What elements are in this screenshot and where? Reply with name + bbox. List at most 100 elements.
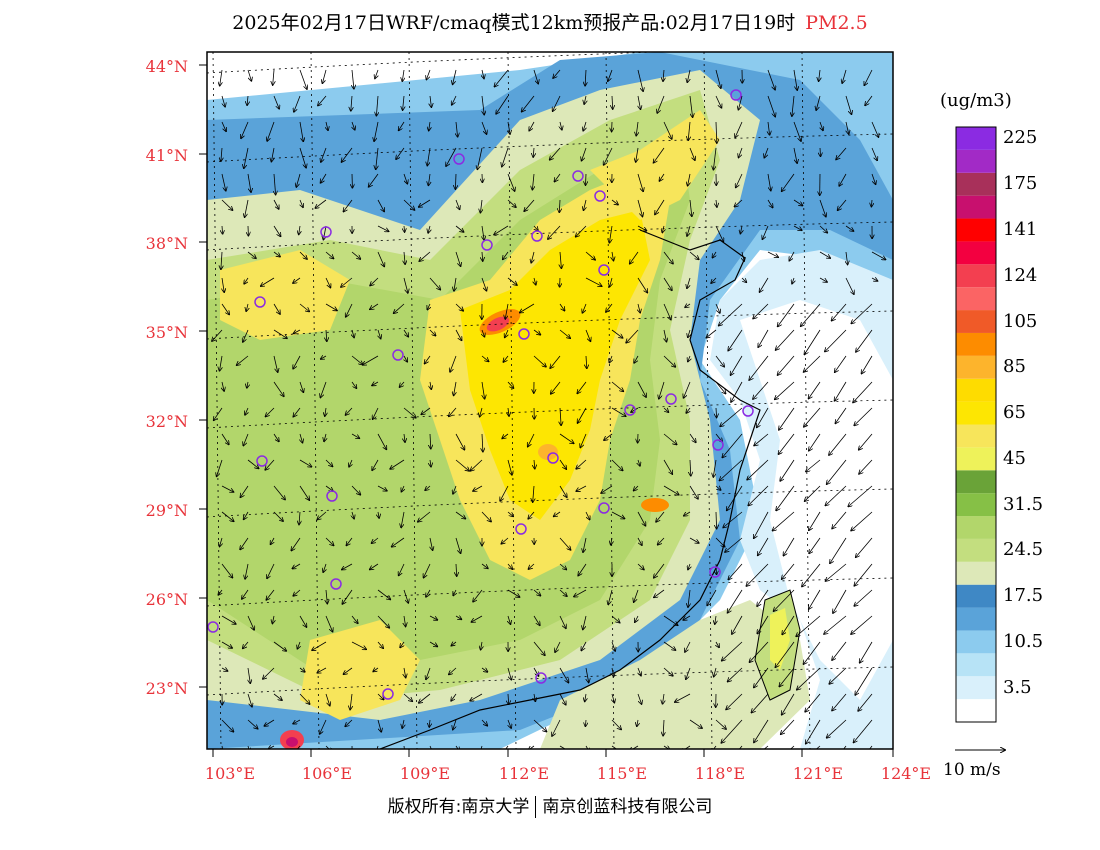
wind-arrow (221, 147, 222, 161)
wind-arrow (585, 719, 586, 726)
wind-arrow (247, 95, 248, 105)
wind-arrow (727, 485, 743, 510)
wind-arrow (403, 589, 408, 603)
wind-arrow (858, 693, 873, 711)
colorbar-bin (956, 561, 996, 585)
wind-arrow (637, 199, 643, 217)
wind-arrow (754, 719, 769, 742)
colorbar-bin (956, 584, 996, 608)
wind-arrow (871, 121, 879, 137)
wind-arrow (528, 433, 535, 447)
wind-arrow (760, 277, 769, 292)
wind-arrow (554, 173, 561, 182)
wind-arrow (377, 693, 384, 700)
wind-arrow (604, 433, 613, 440)
wind-arrow (477, 147, 483, 169)
wind-arrow (221, 615, 236, 624)
wind-arrow (585, 251, 595, 260)
city-marker (598, 264, 610, 276)
wind-arrow (343, 199, 353, 212)
wind-arrow (221, 433, 229, 445)
wind-arrow (851, 615, 873, 634)
wind-arrow (793, 225, 802, 230)
lat-label: 38°N (145, 234, 188, 253)
city-markers (207, 89, 754, 700)
wind-arrow (768, 121, 770, 135)
wind-arrow (377, 485, 387, 491)
wind-arrow (505, 745, 509, 749)
city-marker (547, 452, 559, 464)
wind-arrow (779, 407, 795, 430)
wind-arrow (508, 615, 511, 624)
wind-arrow (370, 563, 379, 570)
wind-arrow (377, 615, 389, 628)
wind-arrow (273, 641, 286, 651)
city-marker (535, 672, 547, 684)
wind-arrow (296, 173, 301, 187)
wind-arrow (552, 719, 561, 736)
wind-arrow (446, 147, 457, 166)
wind-arrow (637, 69, 643, 91)
wind-arrow (524, 199, 535, 211)
lat-label: 35°N (145, 323, 188, 342)
wind-arrow (871, 278, 878, 281)
wind-arrow (767, 173, 771, 191)
city-marker (594, 190, 606, 202)
wind-arrow (688, 355, 690, 362)
wind-arrow (753, 303, 769, 319)
wind-arrow (473, 485, 483, 491)
wind-arrow (351, 641, 366, 649)
wind-arrow (222, 381, 224, 391)
wind-arrow (273, 693, 282, 700)
wind-arrow (757, 589, 769, 606)
longitude-line (408, 52, 418, 749)
longitude-line (310, 52, 320, 749)
wind-arrow (221, 95, 225, 107)
wind-arrow (377, 719, 381, 732)
wind-arrow (507, 199, 516, 207)
wind-arrow (424, 563, 431, 578)
wind-arrow (689, 719, 702, 728)
wind-arrow (612, 641, 615, 651)
wind-arrow (325, 693, 330, 706)
wind-arrow (757, 615, 769, 634)
wind-arrow (454, 381, 456, 396)
wind-arrow (351, 615, 358, 623)
wind-arrow (637, 563, 644, 570)
wind-arrow (637, 173, 643, 191)
wind-arrow (871, 173, 876, 184)
wind-arrow (663, 641, 676, 650)
colorbar-bin (956, 378, 996, 402)
wind-arrow (715, 486, 721, 490)
wind-arrow (533, 589, 541, 596)
wind-arrow (429, 745, 432, 749)
wind-arrow (221, 641, 232, 648)
wind-arrow (293, 719, 301, 724)
city-marker (598, 502, 610, 514)
wind-arrow (320, 381, 327, 398)
wind-arrow (715, 355, 724, 367)
colorbar-tick-label: 3.5 (1003, 676, 1032, 698)
wind-arrow (829, 433, 847, 455)
wind-arrow (351, 355, 363, 365)
wind-arrow (585, 329, 591, 341)
wind-arrow (803, 641, 821, 664)
wind-arrow (720, 459, 743, 481)
lon-label: 106°E (301, 764, 353, 783)
title-text: 2025年02月17日WRF/cmaq模式12km预报产品:02月17日19时 (232, 12, 796, 34)
wind-arrow (827, 459, 847, 484)
wind-arrow (351, 485, 360, 495)
wind-arrow (449, 667, 457, 675)
wind-arrow (531, 251, 534, 263)
copyright-company: 南京创蓝科技有限公司 (542, 797, 713, 817)
wind-arrow (833, 589, 847, 613)
wind-arrow (501, 537, 509, 544)
colorbar-bin (956, 149, 996, 173)
wind-arrow (688, 329, 690, 337)
wind-arrow (686, 407, 690, 413)
wind-arrow (689, 537, 699, 543)
wind-arrow (218, 589, 222, 595)
wind-arrow (430, 95, 431, 107)
wind-arrow (321, 173, 327, 183)
wind-arrow (553, 69, 561, 78)
